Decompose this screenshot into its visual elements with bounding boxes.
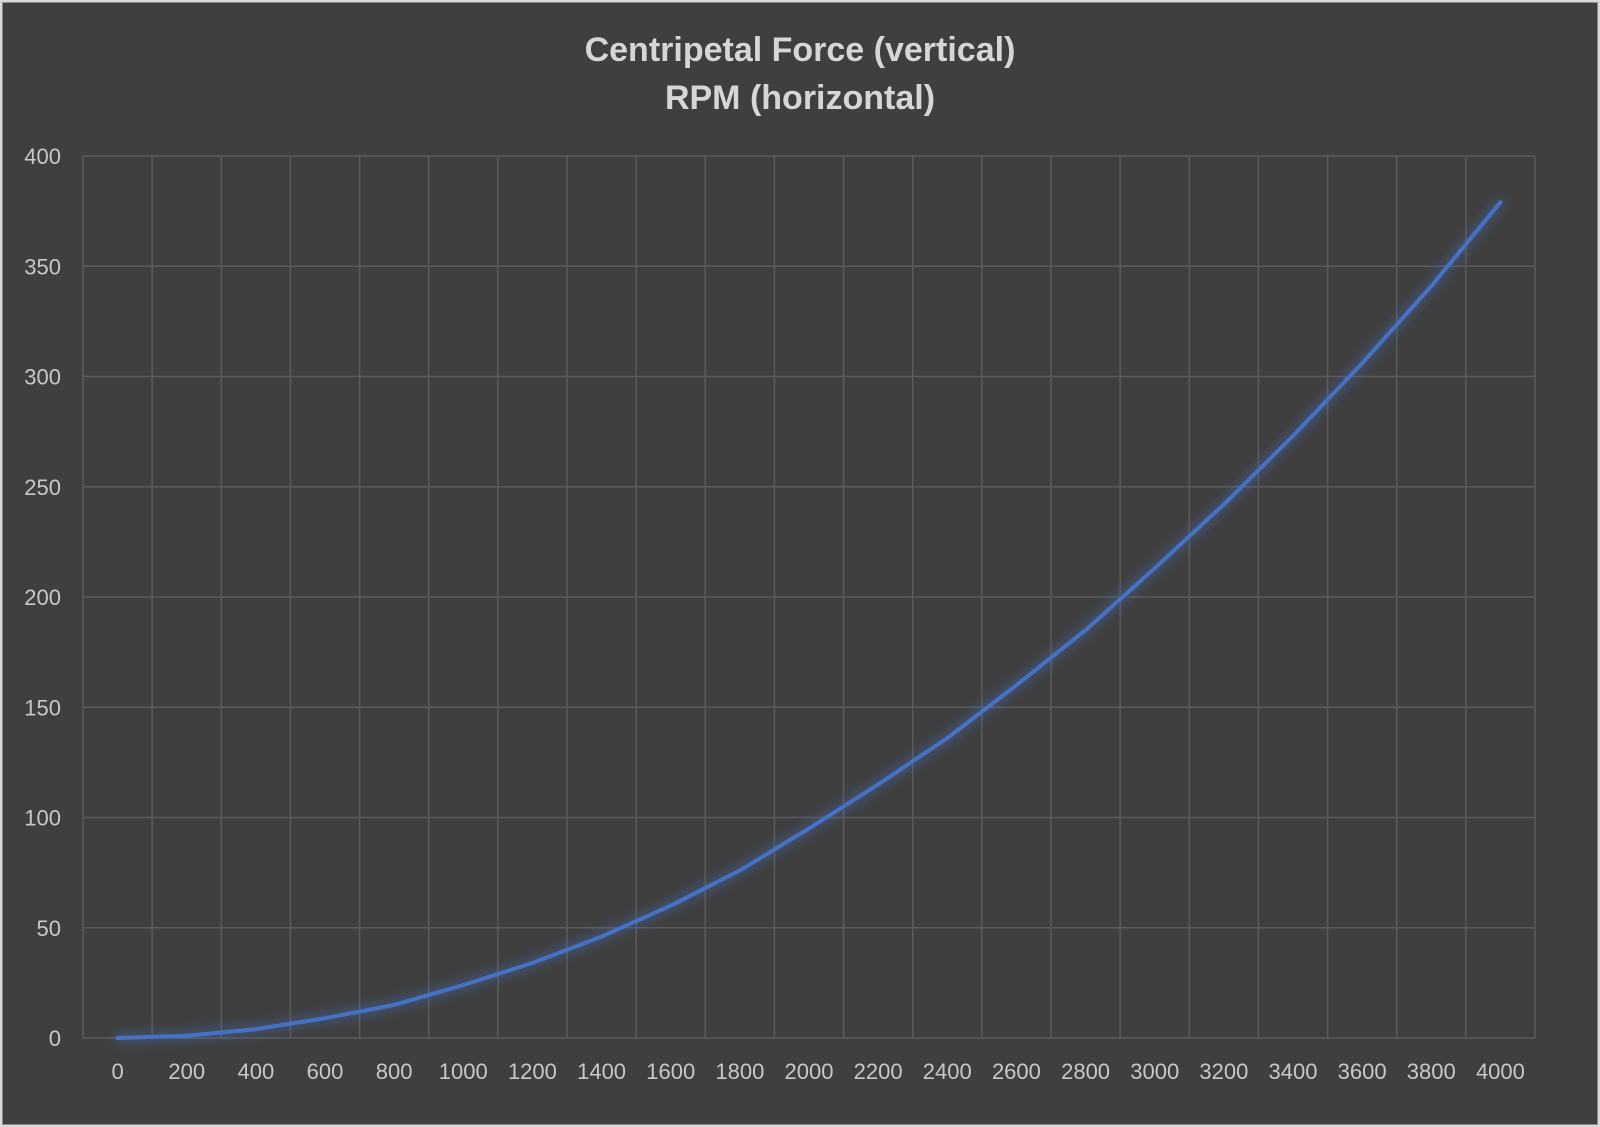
y-tick-label: 400 (24, 144, 61, 169)
x-tick-label: 2200 (854, 1059, 903, 1084)
x-tick-label: 400 (237, 1059, 274, 1084)
y-tick-label: 250 (24, 475, 61, 500)
y-tick-label: 50 (37, 916, 61, 941)
x-tick-label: 2000 (785, 1059, 834, 1084)
x-tick-label: 200 (168, 1059, 205, 1084)
x-tick-label: 1400 (577, 1059, 626, 1084)
y-tick-label: 200 (24, 585, 61, 610)
x-tick-label: 4000 (1476, 1059, 1525, 1084)
x-tick-label: 0 (111, 1059, 123, 1084)
chart-background (3, 3, 1597, 1124)
y-tick-label: 150 (24, 695, 61, 720)
y-tick-label: 300 (24, 365, 61, 390)
x-tick-label: 600 (307, 1059, 344, 1084)
y-tick-label: 100 (24, 806, 61, 831)
x-tick-label: 1600 (646, 1059, 695, 1084)
x-tick-label: 3400 (1269, 1059, 1318, 1084)
x-tick-label: 1000 (439, 1059, 488, 1084)
x-tick-label: 2600 (992, 1059, 1041, 1084)
chart-title: Centripetal Force (vertical) (585, 31, 1016, 69)
x-tick-label: 800 (376, 1059, 413, 1084)
x-tick-label: 2400 (923, 1059, 972, 1084)
y-tick-label: 350 (24, 254, 61, 279)
y-axis-ticks: 0 50 100 150 200 250 300 350 400 (24, 144, 61, 1051)
series-line-0 (115, 200, 1503, 1040)
x-tick-label: 2800 (1061, 1059, 1110, 1084)
y-tick-label: 0 (49, 1026, 61, 1051)
x-tick-label: 1800 (715, 1059, 764, 1084)
x-tick-label: 3200 (1199, 1059, 1248, 1084)
x-tick-label: 3000 (1130, 1059, 1179, 1084)
line-chart: Centripetal Force (vertical) RPM (horizo… (3, 3, 1597, 1124)
series-layer (115, 200, 1503, 1040)
x-tick-label: 3600 (1338, 1059, 1387, 1084)
x-tick-label: 3800 (1407, 1059, 1456, 1084)
chart-subtitle: RPM (horizontal) (665, 79, 935, 117)
x-axis-ticks: 0 200 400 600 800 1000 1200 1400 1600 1800 2000 220… (111, 1059, 1524, 1084)
x-tick-label: 1200 (508, 1059, 557, 1084)
